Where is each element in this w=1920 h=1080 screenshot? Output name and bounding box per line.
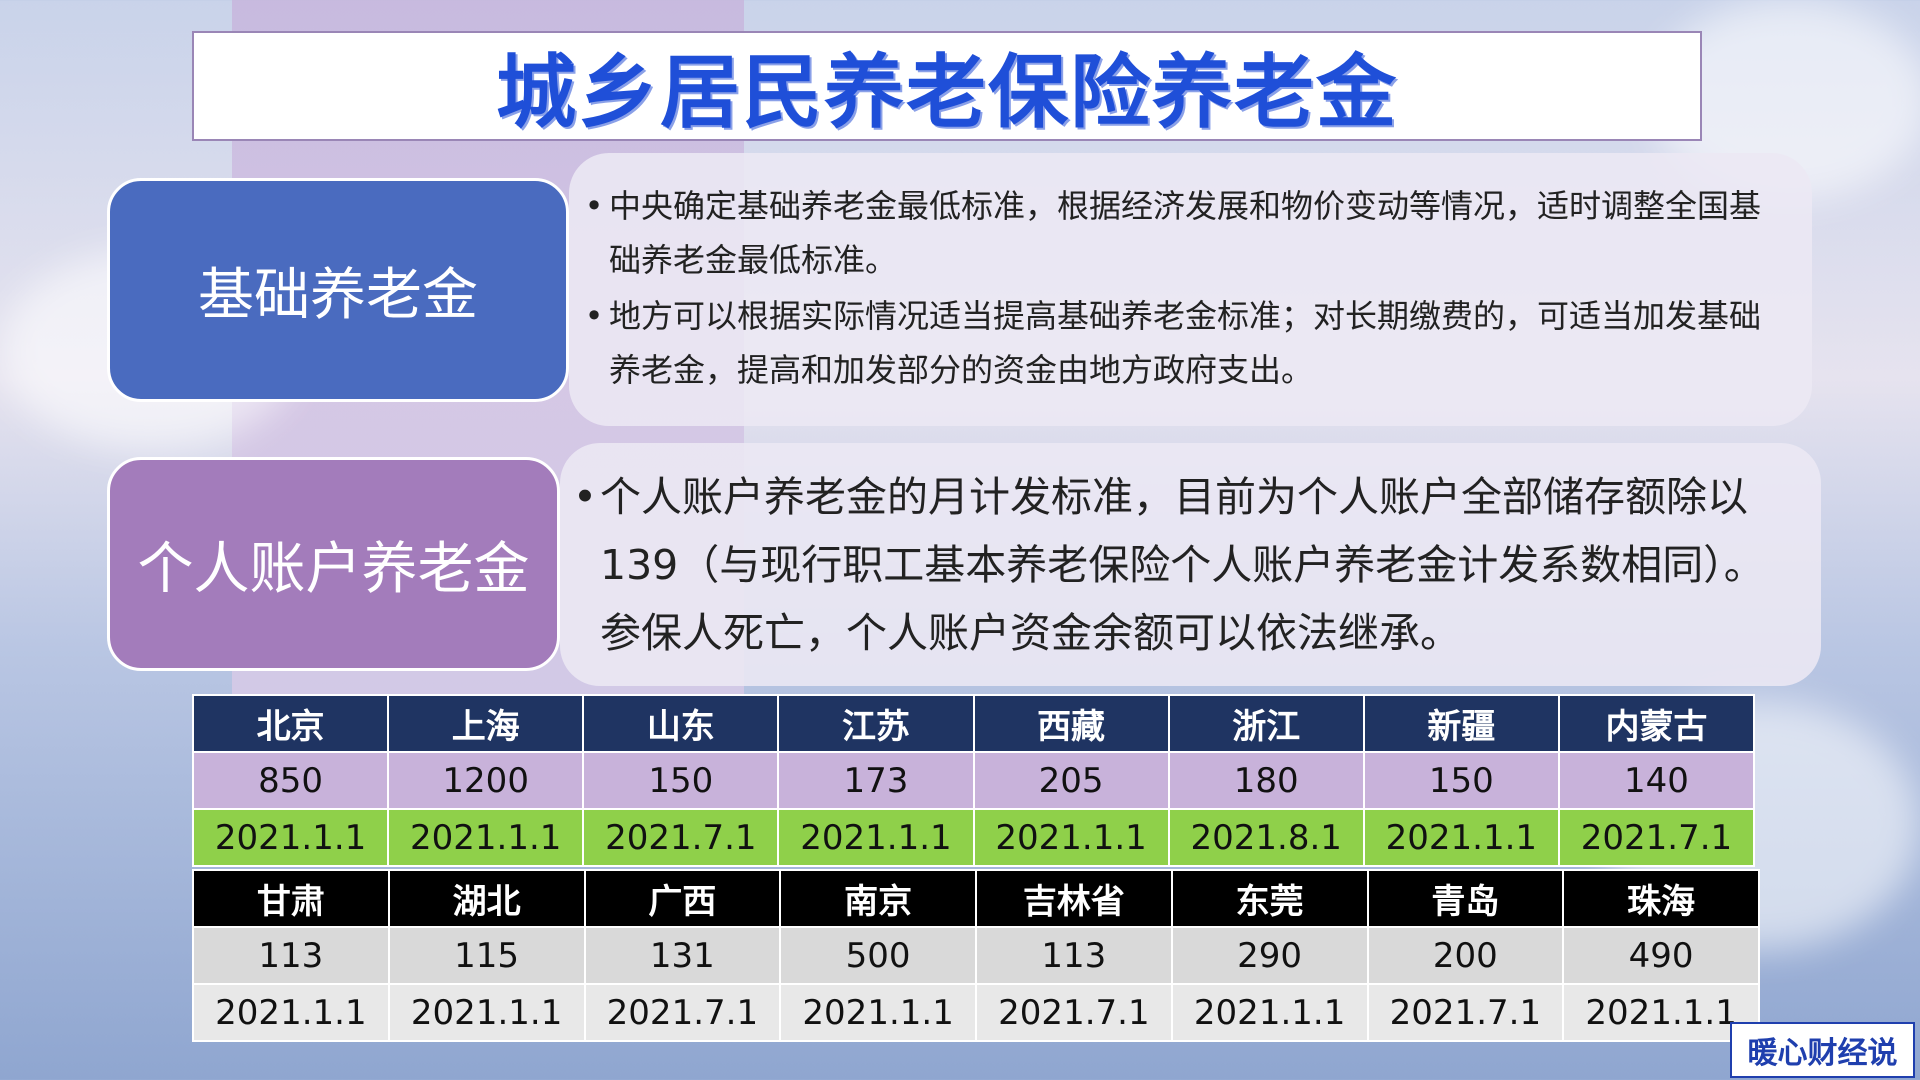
pension-table-2: 甘肃 湖北 广西 南京 吉林省 东莞 青岛 珠海 113 115 131 500 113 290 200 4… [192,869,1760,1042]
date-cell: 2021.7.1 [1366,983,1565,1042]
region-cell: 内蒙古 [1557,694,1756,753]
date-cell: 2021.7.1 [583,983,782,1042]
region-cell: 南京 [779,869,977,928]
slide-title: 城乡居民养老保险养老金 [496,46,1398,139]
region-cell: 浙江 [1167,694,1365,753]
date-cell: 2021.1.1 [191,808,390,867]
amount-cell: 113 [192,926,390,985]
date-cell: 2021.1.1 [972,808,1170,867]
amount-cell: 200 [1366,926,1565,985]
amount-row: 850 1200 150 173 205 180 150 140 [191,751,1756,810]
amount-cell: 150 [1362,751,1560,810]
amount-cell: 131 [583,926,782,985]
bullet-item: • 个人账户养老金的月计发标准，目前为个人账户全部储存额除以139（与现行职工基本… [570,463,1791,667]
date-row: 2021.1.1 2021.1.1 2021.7.1 2021.1.1 2021.7.1… [192,983,1760,1042]
basic-pension-label: 基础养老金 [107,178,569,402]
region-cell: 上海 [387,694,585,753]
date-cell: 2021.1.1 [1170,983,1369,1042]
amount-cell: 113 [975,926,1173,985]
personal-account-label: 个人账户养老金 [107,457,560,671]
pension-table-1: 北京 上海 山东 江苏 西藏 浙江 新疆 内蒙古 850 1200 150 173 205 180 150… [191,694,1756,867]
date-cell: 2021.1.1 [779,983,977,1042]
date-cell: 2021.1.1 [387,808,585,867]
bullet-text: 中央确定基础养老金最低标准，根据经济发展和物价变动等情况，适时调整全国基础养老金… [609,187,1762,279]
amount-row: 113 115 131 500 113 290 200 490 [192,926,1760,985]
region-cell: 广西 [583,869,782,928]
amount-cell: 850 [191,751,390,810]
region-cell: 湖北 [387,869,586,928]
watermark-logo: 暖心财经说 [1730,1022,1915,1078]
amount-cell: 150 [582,751,780,810]
region-cell: 吉林省 [975,869,1173,928]
region-cell: 山东 [582,694,780,753]
region-cell: 甘肃 [192,869,390,928]
date-cell: 2021.1.1 [1562,983,1760,1042]
date-cell: 2021.1.1 [777,808,975,867]
amount-cell: 490 [1562,926,1760,985]
amount-cell: 173 [777,751,975,810]
bullet-item: • 地方可以根据实际情况适当提高基础养老金标准；对长期缴费的，可适当加发基础养老金… [579,289,1772,397]
region-cell: 珠海 [1562,869,1760,928]
title-box: 城乡居民养老保险养老金 [192,31,1702,141]
bullet-text: 地方可以根据实际情况适当提高基础养老金标准；对长期缴费的，可适当加发基础养老金，… [609,297,1762,389]
basic-pension-panel: • 中央确定基础养老金最低标准，根据经济发展和物价变动等情况，适时调整全国基础养老… [569,153,1812,426]
amount-cell: 115 [387,926,586,985]
region-cell: 北京 [191,694,390,753]
date-cell: 2021.8.1 [1167,808,1365,867]
bullet-item: • 中央确定基础养老金最低标准，根据经济发展和物价变动等情况，适时调整全国基础养老… [579,179,1772,287]
bullet-text: 个人账户养老金的月计发标准，目前为个人账户全部储存额除以139（与现行职工基本养… [600,473,1765,657]
amount-cell: 140 [1557,751,1756,810]
personal-account-panel: • 个人账户养老金的月计发标准，目前为个人账户全部储存额除以139（与现行职工基本… [560,443,1821,686]
amount-cell: 205 [972,751,1170,810]
region-cell: 青岛 [1366,869,1565,928]
region-row: 北京 上海 山东 江苏 西藏 浙江 新疆 内蒙古 [191,694,1756,753]
date-cell: 2021.7.1 [582,808,780,867]
amount-cell: 500 [779,926,977,985]
date-cell: 2021.7.1 [1557,808,1756,867]
region-row: 甘肃 湖北 广西 南京 吉林省 东莞 青岛 珠海 [192,869,1760,928]
date-cell: 2021.1.1 [387,983,586,1042]
amount-cell: 1200 [387,751,585,810]
amount-cell: 290 [1170,926,1369,985]
date-cell: 2021.7.1 [975,983,1173,1042]
date-cell: 2021.1.1 [1362,808,1560,867]
amount-cell: 180 [1167,751,1365,810]
region-cell: 西藏 [972,694,1170,753]
region-cell: 江苏 [777,694,975,753]
date-cell: 2021.1.1 [192,983,390,1042]
region-cell: 东莞 [1170,869,1369,928]
region-cell: 新疆 [1362,694,1560,753]
date-row: 2021.1.1 2021.1.1 2021.7.1 2021.1.1 2021.1.1… [191,808,1756,867]
